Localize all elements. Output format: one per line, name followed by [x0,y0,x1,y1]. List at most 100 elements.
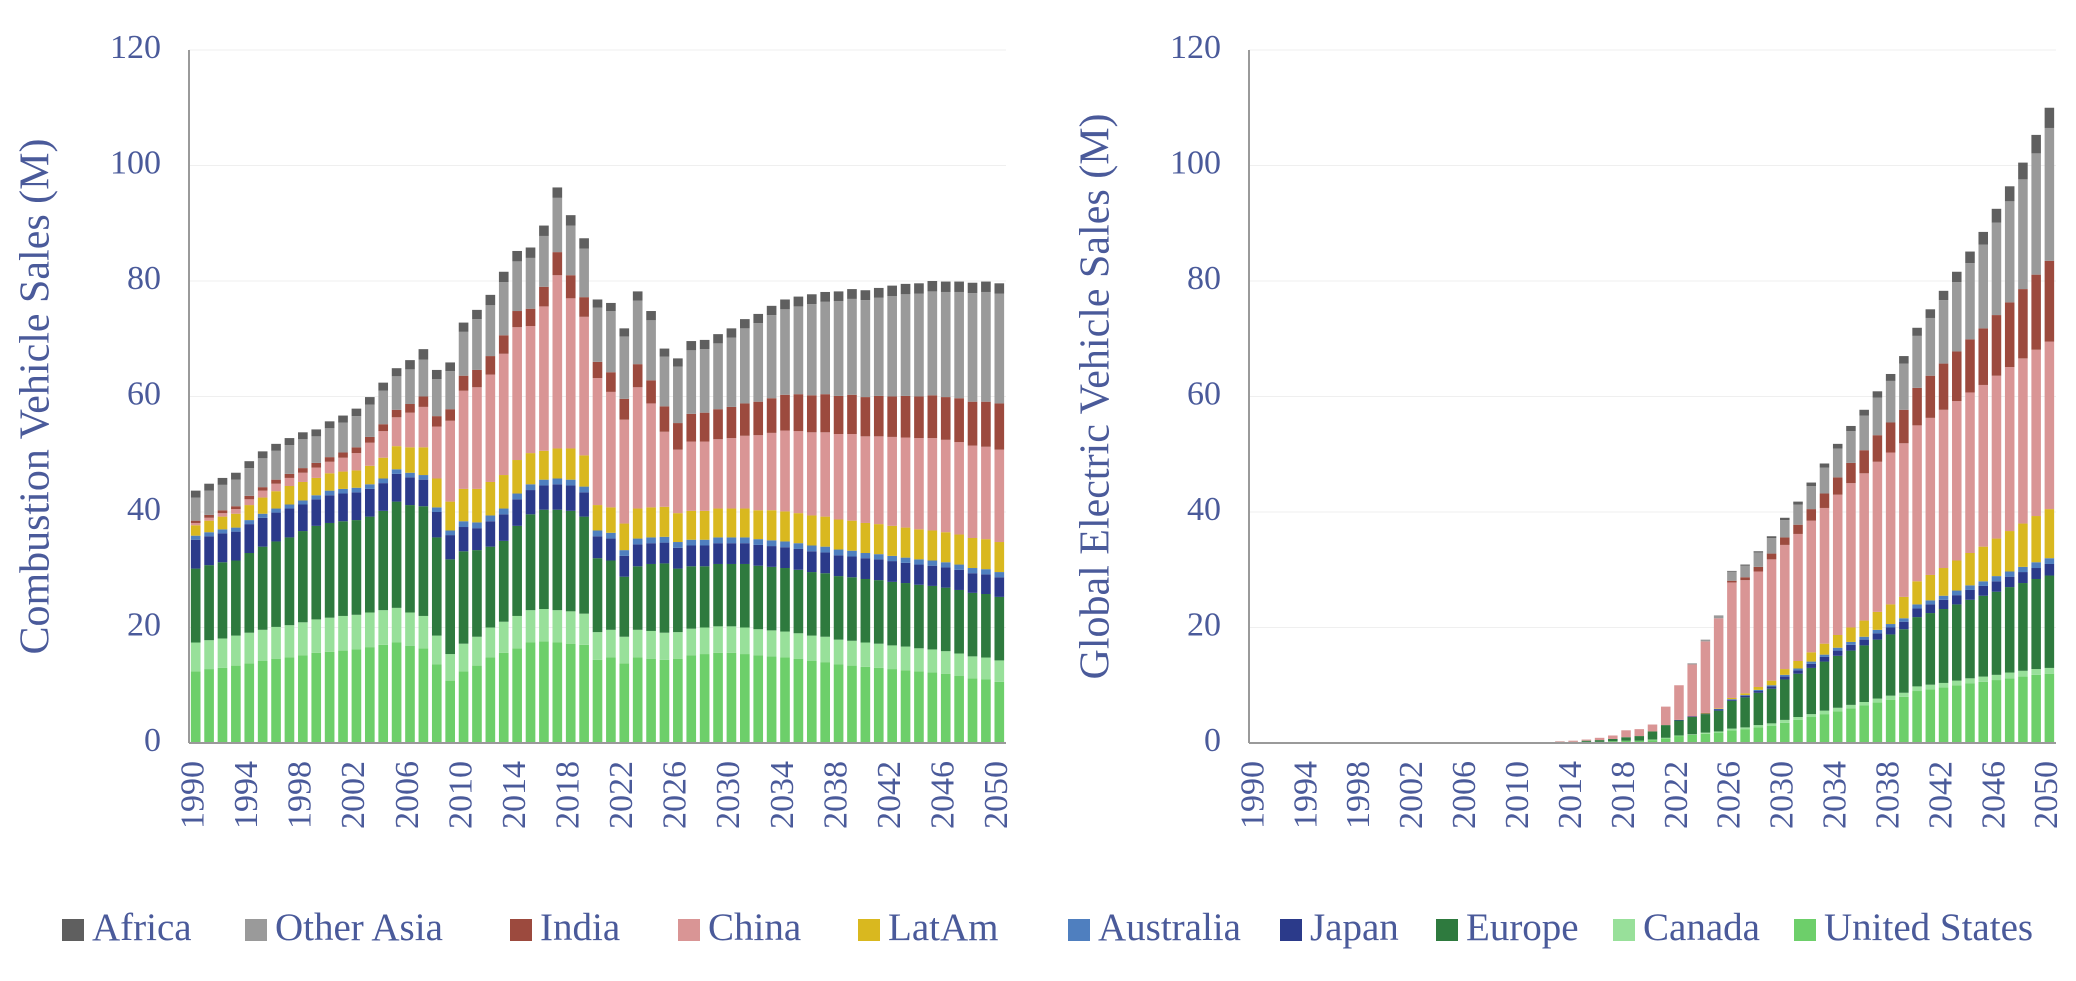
bar-segment [686,341,697,351]
bar-segment [579,613,589,645]
bar-segment [311,477,322,496]
bar-segment [1727,571,1737,581]
bar-segment [298,439,308,469]
bar-segment [1806,520,1817,653]
bar-segment [1660,725,1671,738]
legend-swatch [1280,919,1302,941]
x-tick-label: 2006 [1446,761,1483,829]
bar-segment [780,547,790,569]
bar-segment [1687,734,1697,735]
bar-segment [726,508,737,538]
bar-segment [1952,560,1962,591]
bar-segment [1872,633,1883,640]
bar-segment [1832,711,1843,743]
bar-segment [873,643,884,668]
bar-segment [351,408,362,417]
bar-segment [445,501,455,531]
bar-segment [2004,186,2015,202]
bar-segment [1793,501,1803,505]
bar-segment [1859,705,1869,743]
bar-segment [418,359,429,397]
bar-segment [525,308,536,327]
bar-segment [1925,600,1936,605]
bar-segment [391,642,402,743]
bar-segment [271,512,281,542]
bar-segment [2031,153,2041,275]
bar-segment [753,565,764,630]
bar-segment [498,335,509,354]
bar-segment [284,657,295,743]
bar-segment [391,607,402,643]
bar-segment [940,397,951,440]
y-tick-label: 120 [1170,29,1221,66]
bar-segment [311,499,322,526]
bar-segment [659,506,670,537]
bar-segment [2031,568,2041,579]
bar-segment [525,642,536,743]
x-tick-label: 2010 [442,761,479,829]
bar-segment [2031,674,2041,743]
bar-segment [780,309,790,395]
bar-segment [1952,680,1962,686]
bar-segment [284,486,295,505]
legend-swatch [62,919,84,941]
bar-segment [820,301,831,395]
bar-segment [994,660,1005,682]
bar-segment [539,306,549,451]
bar-segment [686,350,697,414]
bar-segment [244,553,255,633]
bar-segment [391,469,402,474]
bar-segment [1859,473,1869,621]
bar-segment [806,432,817,516]
bar-segment [498,652,509,743]
y-axis-title: Global Electric Vehicle Sales (M) [1073,113,1119,679]
bar-segment [699,539,710,546]
bar-segment [1780,722,1790,743]
bar-segment [740,508,750,538]
bar-segment [766,510,777,541]
bar-segment [512,499,522,526]
bar-segment [2044,667,2055,674]
bar-segment [954,534,964,565]
bar-segment [1753,551,1764,553]
bar-segment [552,478,563,485]
bar-segment [793,306,804,395]
x-tick-label: 2050 [2028,761,2065,829]
bar-segment [565,479,576,486]
bar-segment [833,549,844,556]
bar-segment [994,577,1005,597]
bar-segment [713,626,723,653]
bar-segment [1925,309,1936,318]
bar-segment [2031,516,2041,563]
bar-segment [1713,618,1724,709]
bar-segment [418,648,429,743]
bar-segment [1753,727,1764,743]
bar-segment [2031,134,2041,154]
bar-segment [257,487,268,491]
bar-segment [1806,482,1817,487]
bar-segment [378,478,389,484]
bar-segment [1713,708,1724,710]
bar-segment [780,394,790,431]
bar-segment [445,559,455,655]
bar-segment [324,490,335,496]
legend-swatch [1068,919,1090,941]
bar-segment [619,663,630,743]
bar-segment [190,671,201,743]
bar-segment [391,473,402,502]
bar-segment [1952,590,1962,596]
bar-segment [1965,392,1975,554]
bar-segment [699,627,710,655]
bar-segment [565,485,576,511]
bar-segment [1978,595,1989,677]
bar-segment [271,508,281,513]
bar-segment [833,395,844,435]
bar-segment [311,429,322,437]
bar-segment [981,574,991,595]
bar-segment [632,657,643,743]
bar-segment [1846,483,1856,628]
legend-swatch [1613,919,1635,941]
bar-segment [472,528,482,551]
bar-segment [338,457,348,472]
bar-segment [512,311,522,328]
